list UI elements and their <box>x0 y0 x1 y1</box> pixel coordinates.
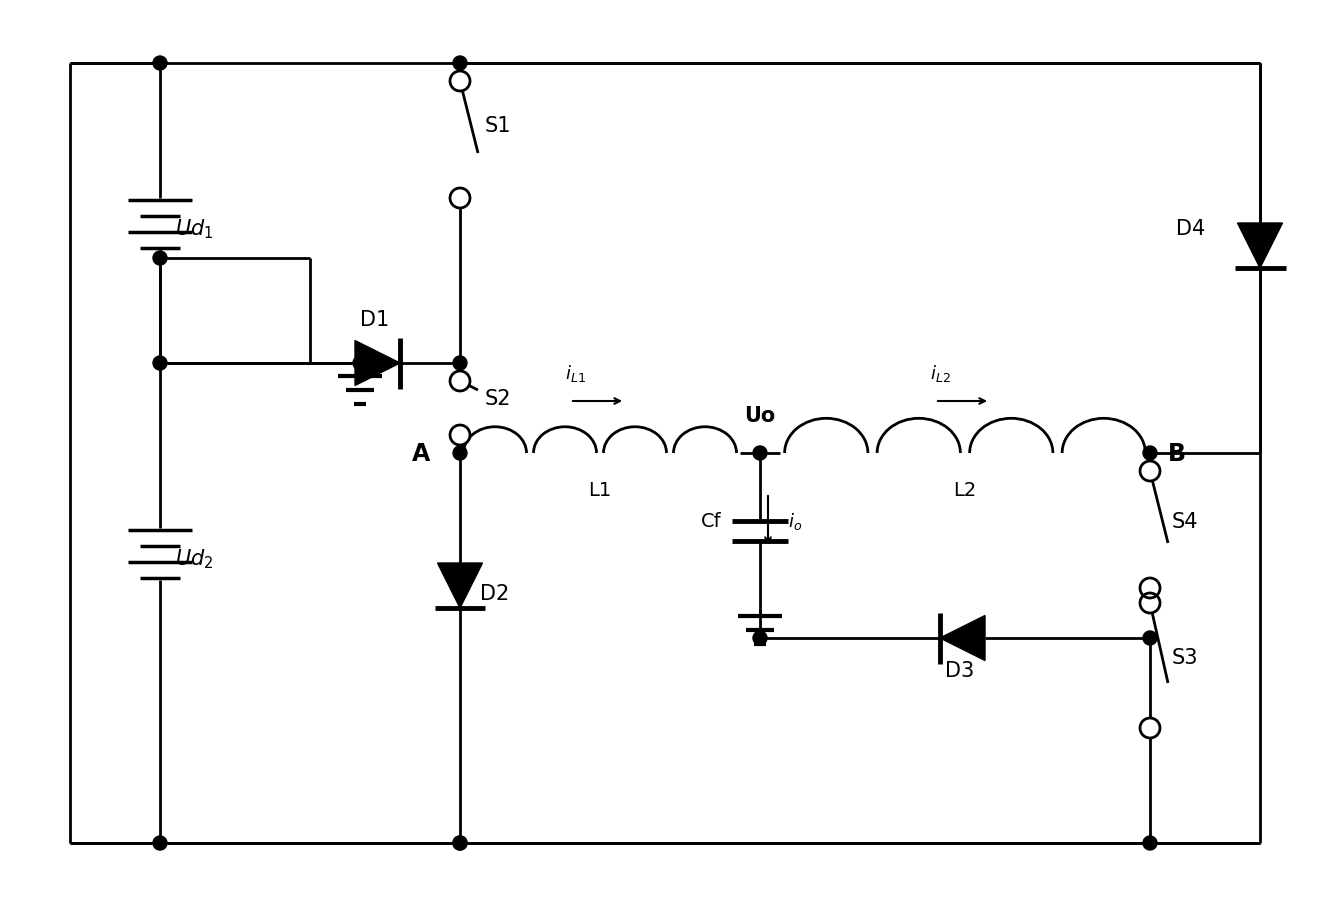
Text: Ud$_1$: Ud$_1$ <box>176 217 214 240</box>
Circle shape <box>153 836 168 850</box>
Circle shape <box>153 357 168 370</box>
Circle shape <box>454 57 467 71</box>
Polygon shape <box>438 563 483 609</box>
Text: S3: S3 <box>1172 647 1198 667</box>
Text: $i_{L1}$: $i_{L1}$ <box>565 363 587 384</box>
Polygon shape <box>1237 224 1282 269</box>
Text: L1: L1 <box>588 480 612 499</box>
Circle shape <box>450 425 469 445</box>
Circle shape <box>1140 718 1160 738</box>
Circle shape <box>454 446 467 461</box>
Text: S1: S1 <box>485 116 512 135</box>
Circle shape <box>454 357 467 370</box>
Text: L2: L2 <box>954 480 976 499</box>
Circle shape <box>1142 631 1157 646</box>
Circle shape <box>1140 593 1160 613</box>
Circle shape <box>352 357 367 370</box>
Circle shape <box>454 836 467 850</box>
Text: D4: D4 <box>1176 219 1205 238</box>
Text: D2: D2 <box>480 583 509 603</box>
Text: D3: D3 <box>946 660 975 680</box>
Polygon shape <box>355 341 400 386</box>
Circle shape <box>1142 836 1157 850</box>
Polygon shape <box>940 616 986 661</box>
Circle shape <box>153 57 168 71</box>
Text: S2: S2 <box>485 388 512 408</box>
Circle shape <box>450 72 469 92</box>
Text: Ud$_2$: Ud$_2$ <box>176 546 214 570</box>
Circle shape <box>753 631 767 646</box>
Circle shape <box>1140 578 1160 599</box>
Text: Uo: Uo <box>745 405 775 425</box>
Text: B: B <box>1168 442 1186 465</box>
Circle shape <box>753 446 767 461</box>
Circle shape <box>1142 446 1157 461</box>
Circle shape <box>450 189 469 209</box>
Text: $i_o$: $i_o$ <box>787 510 802 531</box>
Circle shape <box>153 252 168 265</box>
Text: Cf: Cf <box>701 511 722 530</box>
Text: D1: D1 <box>360 310 390 330</box>
Circle shape <box>454 836 467 850</box>
Text: A: A <box>412 442 430 465</box>
Text: $i_{L2}$: $i_{L2}$ <box>930 363 951 384</box>
Circle shape <box>450 372 469 392</box>
Text: S4: S4 <box>1172 512 1198 532</box>
Circle shape <box>1140 461 1160 481</box>
